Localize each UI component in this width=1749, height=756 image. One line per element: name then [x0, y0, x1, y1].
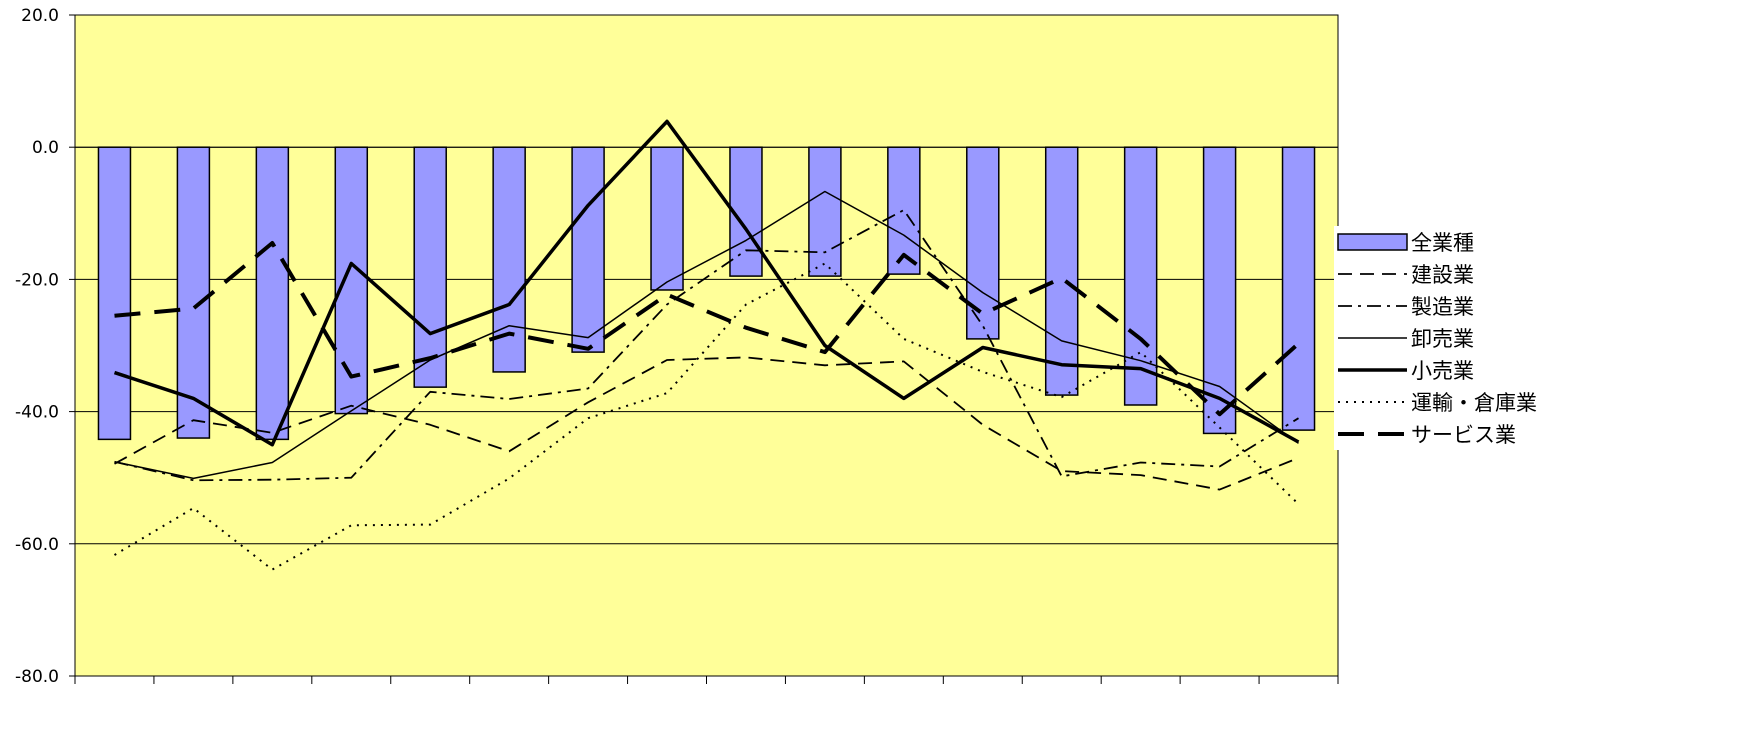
- series-line-dashdot: [114, 209, 1299, 482]
- y-tick-label: -20.0: [15, 270, 59, 290]
- bar: [255, 146, 290, 441]
- y-tick-label: -80.0: [15, 667, 59, 687]
- legend-label: 建設業: [1411, 263, 1474, 287]
- bar: [97, 146, 132, 441]
- series-line-thick: [113, 119, 1300, 447]
- legend-swatch-bar: [1337, 233, 1408, 251]
- legend-label: 小売業: [1411, 359, 1474, 383]
- bar: [650, 146, 684, 291]
- bar: [571, 146, 605, 353]
- y-tick-label: -40.0: [15, 403, 59, 423]
- x-axis-ticks: [74, 676, 1339, 684]
- bar-series: [97, 146, 1316, 441]
- series-line-thickdash: [114, 241, 1300, 417]
- y-tick-label: 20.0: [21, 6, 59, 26]
- bar: [176, 146, 211, 439]
- y-tick-label: -60.0: [15, 535, 59, 555]
- series-line-dash: [114, 356, 1299, 491]
- legend-label: 製造業: [1411, 295, 1474, 319]
- bar: [808, 146, 842, 277]
- bar: [1281, 146, 1316, 431]
- legend-label: 卸売業: [1411, 327, 1474, 351]
- legend-label: 運輸・倉庫業: [1411, 391, 1537, 415]
- bar: [1202, 146, 1237, 435]
- bar: [334, 146, 369, 415]
- line-series: [113, 119, 1300, 571]
- legend-label: 全業種: [1411, 231, 1474, 255]
- y-axis-ticks: 20.0 0.0 -20.0 -40.0 -60.0 -80.0: [15, 6, 75, 687]
- series-line-thin: [114, 190, 1299, 480]
- y-tick-label: 0.0: [32, 138, 59, 158]
- bar: [413, 146, 447, 388]
- legend-label: サービス業: [1411, 423, 1516, 447]
- bar: [1044, 146, 1079, 396]
